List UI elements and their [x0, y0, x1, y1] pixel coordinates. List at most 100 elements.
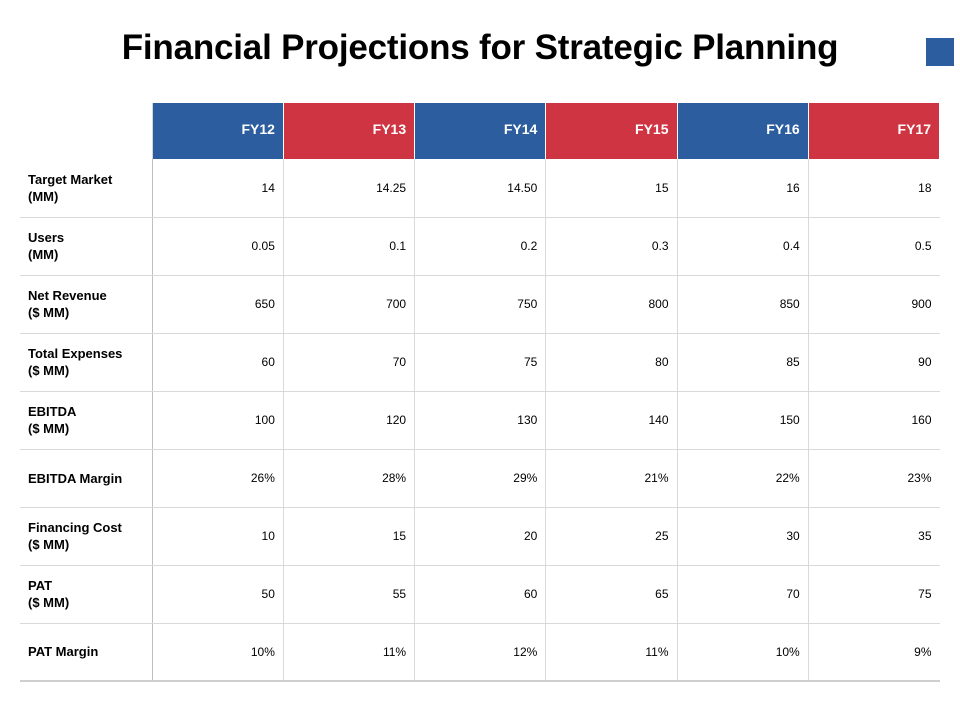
- header-fy15: FY15: [545, 103, 678, 159]
- table-row: EBITDA Margin 26% 28% 29% 21% 22% 23%: [20, 449, 940, 508]
- row-label: Net Revenue ($ MM): [20, 275, 153, 334]
- row-label-line: Target Market: [28, 171, 113, 187]
- table-cell: 75: [808, 565, 940, 624]
- table-cell: 750: [414, 275, 547, 334]
- table-cell: 14.25: [283, 159, 416, 218]
- row-label: Target Market (MM): [20, 159, 153, 218]
- table-row: Target Market (MM) 14 14.25 14.50 15 16 18: [20, 159, 940, 218]
- table-cell: 55: [283, 565, 416, 624]
- table-cell: 15: [283, 507, 416, 566]
- row-label-line: ($ MM): [28, 595, 70, 610]
- header-fy14: FY14: [414, 103, 547, 159]
- table-cell: 70: [283, 333, 416, 392]
- header-fy17: FY17: [808, 103, 941, 159]
- table-body: Target Market (MM) 14 14.25 14.50 15 16 18 Users…: [20, 159, 940, 682]
- table-cell: 23%: [808, 449, 940, 508]
- table-row: Users (MM) 0.05 0.1 0.2 0.3 0.4 0.5: [20, 217, 940, 276]
- row-label-line: Users: [28, 230, 65, 245]
- table-cell: 140: [545, 391, 678, 450]
- table-cell: 160: [808, 391, 940, 450]
- table-cell: 10%: [152, 623, 284, 682]
- table-cell: 30: [677, 507, 809, 566]
- table-cell: 28%: [283, 449, 416, 508]
- table-cell: 50: [152, 565, 284, 624]
- table-cell: 800: [545, 275, 678, 334]
- row-label-line: EBITDA Margin: [28, 470, 123, 486]
- table-cell: 29%: [414, 449, 547, 508]
- row-label: EBITDA ($ MM): [20, 391, 153, 450]
- table-cell: 120: [283, 391, 416, 450]
- row-label-line: PAT: [28, 578, 53, 593]
- table-cell: 0.2: [414, 217, 547, 276]
- table-cell: 9%: [808, 623, 940, 682]
- table-cell: 0.05: [152, 217, 284, 276]
- table-cell: 60: [152, 333, 284, 392]
- row-label: Financing Cost ($ MM): [20, 507, 153, 566]
- table-cell: 0.3: [545, 217, 678, 276]
- table-cell: 850: [677, 275, 809, 334]
- table-cell: 25: [545, 507, 678, 566]
- table-cell: 0.1: [283, 217, 416, 276]
- table-row: Financing Cost ($ MM) 10 15 20 25 30 35: [20, 507, 940, 566]
- financial-projections-table: FY12 FY13 FY14 FY15 FY16 FY17 Target Mar…: [20, 103, 941, 682]
- table-cell: 75: [414, 333, 547, 392]
- table-cell: 12%: [414, 623, 547, 682]
- row-label-line: (MM): [28, 188, 59, 204]
- table-row: Net Revenue ($ MM) 650 700 750 800 850 900: [20, 275, 940, 334]
- table-cell: 130: [414, 391, 547, 450]
- table-cell: 60: [414, 565, 547, 624]
- table-row: EBITDA ($ MM) 100 120 130 140 150 160: [20, 391, 940, 450]
- table-row: PAT ($ MM) 50 55 60 65 70 75: [20, 565, 940, 624]
- table-cell: 0.5: [808, 217, 940, 276]
- table-cell: 65: [545, 565, 678, 624]
- table-cell: 100: [152, 391, 284, 450]
- row-label-line: ($ MM): [28, 537, 70, 552]
- accent-square: [926, 38, 954, 66]
- table-cell: 70: [677, 565, 809, 624]
- row-label-line: Total Expenses: [28, 346, 123, 361]
- header-fy13: FY13: [283, 103, 416, 159]
- table-row: Total Expenses ($ MM) 60 70 75 80 85 90: [20, 333, 940, 392]
- table-cell: 35: [808, 507, 940, 566]
- table-cell: 26%: [152, 449, 284, 508]
- row-label-line: (MM): [28, 247, 59, 262]
- table-cell: 10%: [677, 623, 809, 682]
- table-cell: 650: [152, 275, 284, 334]
- table-cell: 21%: [545, 449, 678, 508]
- row-label-line: ($ MM): [28, 421, 70, 436]
- table-cell: 0.4: [677, 217, 809, 276]
- row-label: PAT ($ MM): [20, 565, 153, 624]
- table-cell: 11%: [283, 623, 416, 682]
- table-row: PAT Margin 10% 11% 12% 11% 10% 9%: [20, 623, 940, 682]
- header-row: FY12 FY13 FY14 FY15 FY16 FY17: [20, 103, 941, 159]
- table-cell: 90: [808, 333, 940, 392]
- table-cell: 15: [545, 159, 678, 218]
- table-cell: 20: [414, 507, 547, 566]
- header-fy16: FY16: [677, 103, 809, 159]
- table-cell: 900: [808, 275, 940, 334]
- table-cell: 11%: [545, 623, 678, 682]
- header-corner-cell: [20, 103, 153, 159]
- table-cell: 80: [545, 333, 678, 392]
- table-cell: 18: [808, 159, 940, 218]
- table-cell: 150: [677, 391, 809, 450]
- row-label: EBITDA Margin: [20, 449, 153, 508]
- table-cell: 14: [152, 159, 284, 218]
- row-label-line: ($ MM): [28, 305, 70, 320]
- row-label-line: Net Revenue: [28, 288, 107, 303]
- row-label-line: ($ MM): [28, 363, 70, 378]
- table-cell: 16: [677, 159, 809, 218]
- row-label-line: PAT Margin: [28, 644, 99, 660]
- row-label-line: Financing Cost: [28, 520, 122, 535]
- table-cell: 10: [152, 507, 284, 566]
- row-label: Users (MM): [20, 217, 153, 276]
- page-title: Financial Projections for Strategic Plan…: [121, 28, 839, 67]
- table-cell: 14.50: [414, 159, 547, 218]
- header-fy12: FY12: [152, 103, 284, 159]
- table-cell: 22%: [677, 449, 809, 508]
- table-cell: 700: [283, 275, 416, 334]
- table-cell: 85: [677, 333, 809, 392]
- row-label: Total Expenses ($ MM): [20, 333, 153, 392]
- row-label: PAT Margin: [20, 623, 153, 682]
- row-label-line: EBITDA: [28, 404, 77, 419]
